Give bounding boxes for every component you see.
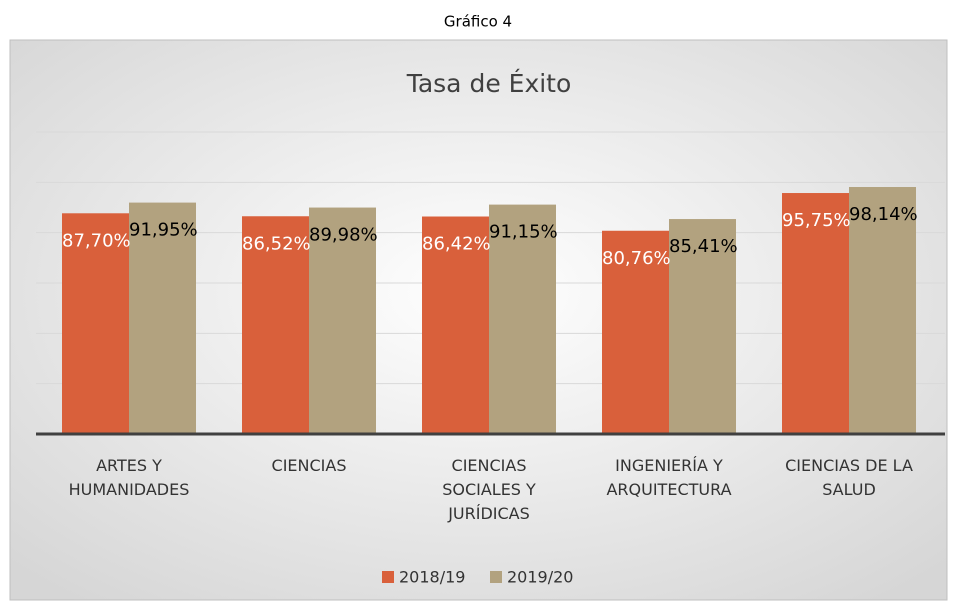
bar [129, 202, 196, 434]
data-label: 87,70% [62, 230, 131, 251]
bar [602, 230, 669, 434]
data-label: 91,95% [129, 220, 198, 241]
chart-title: Tasa de Éxito [406, 69, 572, 98]
bar [782, 193, 849, 434]
caption: Gráfico 4 [444, 13, 512, 31]
bar [62, 213, 129, 434]
legend-swatch [490, 571, 502, 583]
legend-label: 2019/20 [507, 568, 573, 587]
data-label: 98,14% [849, 204, 918, 225]
legend-swatch [382, 571, 394, 583]
bar [309, 207, 376, 434]
x-tick-label: CIENCIAS DE LA SALUD [785, 456, 913, 499]
bar [669, 219, 736, 434]
data-label: 80,76% [602, 248, 671, 269]
data-label: 86,42% [422, 234, 491, 255]
bar [849, 187, 916, 434]
bar [422, 216, 489, 434]
x-tick-label: CIENCIAS SOCIALES Y JURÍDICAS [442, 456, 536, 523]
x-tick-label: INGENIERÍA Y ARQUITECTURA [606, 456, 732, 499]
bar [242, 216, 309, 434]
data-label: 85,41% [669, 236, 738, 257]
x-tick-label: ARTES Y HUMANIDADES [68, 456, 190, 499]
data-label: 89,98% [309, 225, 378, 246]
legend-label: 2018/19 [399, 568, 465, 587]
bar [489, 204, 556, 434]
data-label: 95,75% [782, 210, 851, 231]
x-tick-label: CIENCIAS [271, 456, 347, 475]
data-label: 86,52% [242, 233, 311, 254]
data-label: 91,15% [489, 222, 558, 243]
